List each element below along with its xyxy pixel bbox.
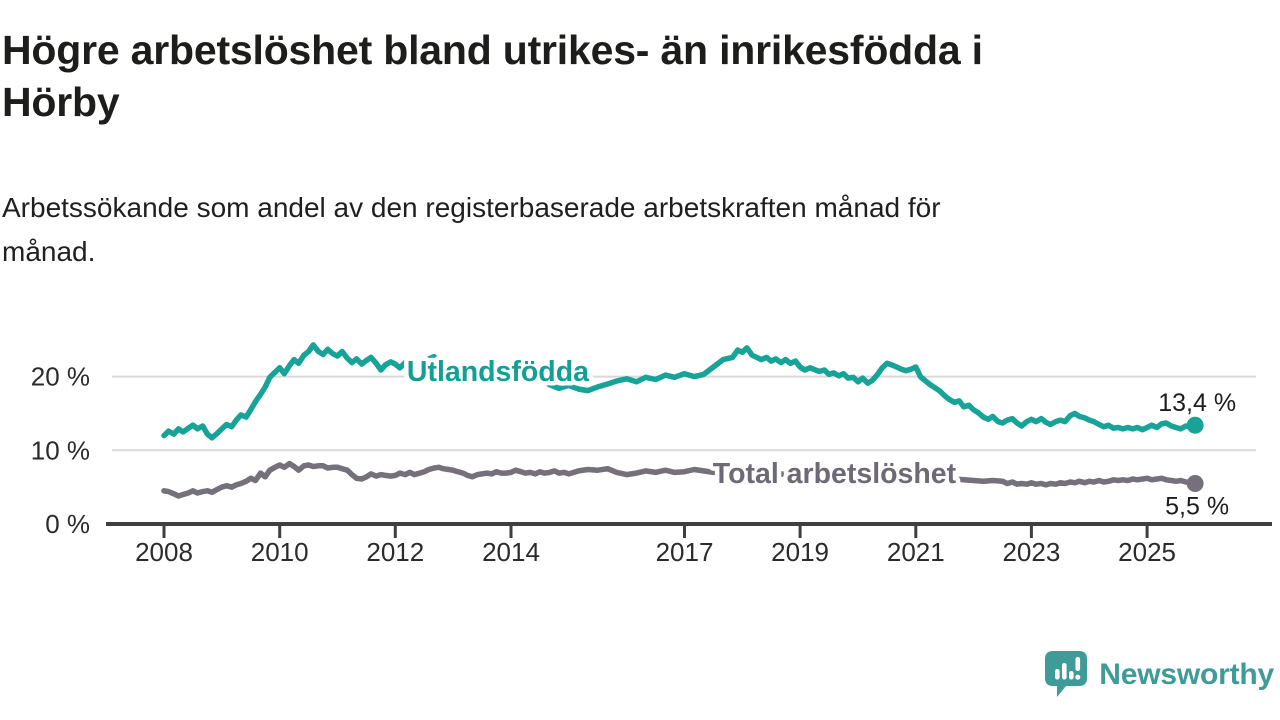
series-line-utlandsf-dda	[161, 342, 1198, 441]
page-subtitle: Arbetssökande som andel av den registerb…	[2, 192, 941, 267]
series-label-utlandsf-dda: Utlandsfödda	[407, 356, 590, 388]
y-tick-label: 0 %	[45, 509, 90, 539]
series-label-total-arbetsl-shet: Total arbetslöshet	[713, 458, 957, 490]
x-tick-label: 2023	[1002, 537, 1060, 567]
end-value-label-utlandsf-dda: 13,4 %	[1158, 389, 1236, 417]
x-tick-label: 2019	[771, 537, 829, 567]
y-tick-label: 20 %	[31, 362, 90, 392]
series-end-dot-utlandsf-dda	[1186, 416, 1204, 434]
brand-wordmark: Newsworthy	[1099, 658, 1274, 691]
y-tick-label: 10 %	[31, 435, 90, 465]
x-tick-label: 2017	[656, 537, 714, 567]
x-tick-label: 2014	[482, 537, 540, 567]
x-tick-label: 2025	[1118, 537, 1176, 567]
newsworthy-logo: Newsworthy	[1044, 650, 1274, 700]
newsworthy-speech-bubble-icon	[1045, 651, 1088, 697]
end-value-label-total-arbetsl-shet: 5,5 %	[1165, 493, 1229, 521]
page-title: Högre arbetslöshet bland utrikes- än inr…	[2, 27, 983, 126]
x-tick-label: 2021	[887, 537, 945, 567]
series-end-dot-total-arbetsl-shet	[1186, 475, 1204, 492]
x-tick-label: 2012	[366, 537, 424, 567]
x-tick-label: 2010	[251, 537, 309, 567]
series-line-total-arbetsl-shet	[161, 460, 1198, 499]
x-tick-label: 2008	[135, 537, 193, 567]
